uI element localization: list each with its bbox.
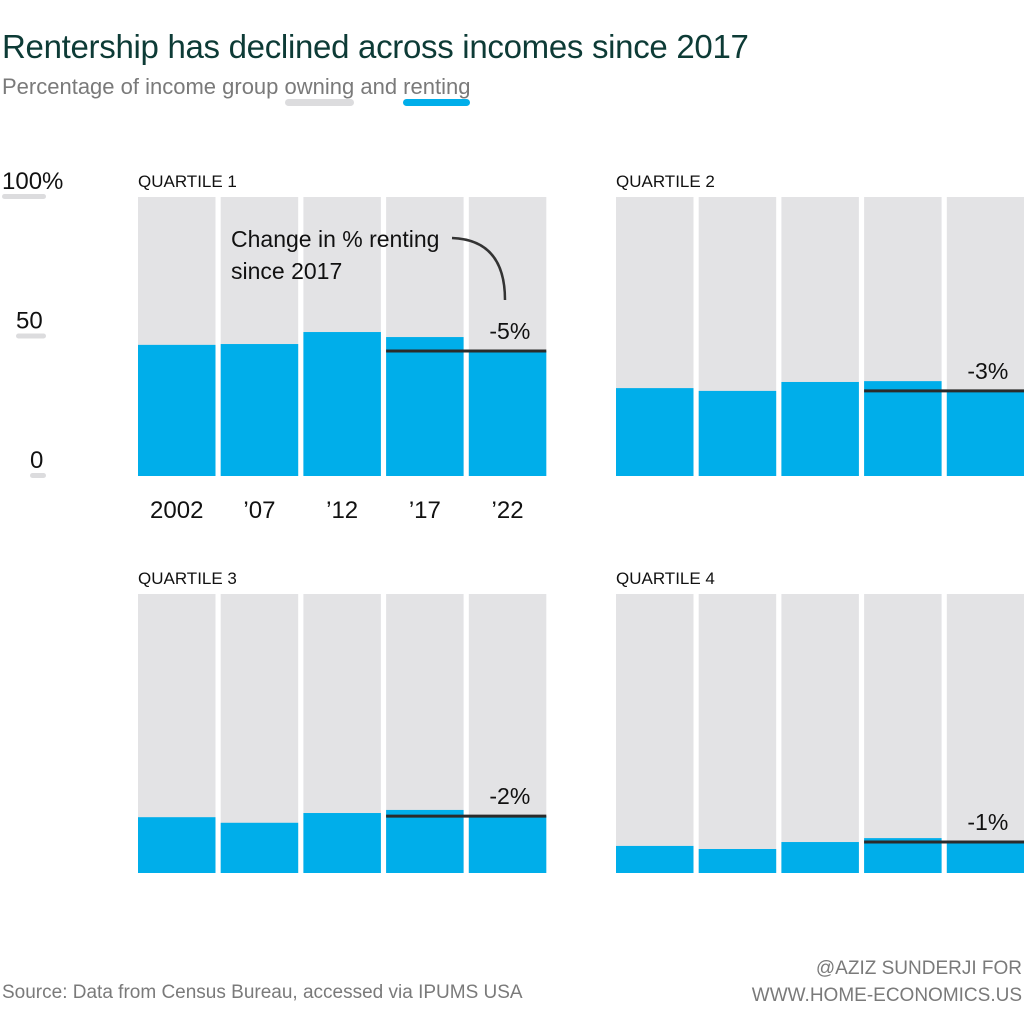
panel-title: QUARTILE 1 [138,172,237,191]
change-label: -5% [489,318,530,344]
bar-renting [616,388,694,476]
bar-renting [386,809,464,873]
legend-owning: owning [284,74,355,106]
x-tick-label: ’07 [243,497,275,524]
chart-title: Rentership has declined across incomes s… [2,28,749,65]
bar-renting [386,337,464,476]
y-tick-mark [16,333,46,339]
bar-owning [616,594,694,873]
bar-owning [864,594,942,873]
bar-renting [138,817,216,873]
y-tick-label: 0 [30,447,43,474]
subtitle-and: and [354,74,404,99]
credit-line-2: WWW.HOME-ECONOMICS.US [751,985,1022,1006]
bar-renting [864,381,942,476]
panel-title: QUARTILE 2 [616,172,715,191]
bar-renting [303,332,381,476]
panel-title: QUARTILE 3 [138,569,237,588]
bar-renting [616,845,694,873]
source-note: Source: Data from Census Bureau, accesse… [2,982,523,1003]
bar-renting [220,822,299,873]
bar-renting [946,842,1024,873]
bar-renting [138,344,216,476]
bar-renting [946,390,1024,476]
y-tick-label: 50 [16,308,43,335]
bar-owning [698,594,777,873]
credit: @AZIZ SUNDERJI FOR WWW.HOME-ECONOMICS.US [752,955,1022,1009]
change-label: -2% [489,783,530,809]
bar-renting [303,813,381,873]
annotation-line-1: Change in % renting [231,226,439,252]
bar-renting [468,816,547,873]
bar-renting [698,390,777,476]
bar-renting [864,838,942,873]
chart-subtitle: Percentage of income group owning and re… [2,74,471,106]
annotation-line-2: since 2017 [231,258,342,284]
annotation-arrow [451,236,507,301]
bar-renting [698,849,777,873]
bar-renting [468,351,547,476]
x-tick-label: ’22 [492,497,524,524]
x-tick-label: ’12 [326,497,358,524]
subtitle-prefix: Percentage of income group [2,74,285,99]
bar-renting [781,381,859,476]
x-tick-label: ’17 [409,497,441,524]
legend-renting: renting [403,74,471,106]
panel-title: QUARTILE 4 [616,569,715,588]
change-label: -3% [967,358,1008,384]
x-tick-label: 2002 [150,497,203,524]
bar-renting [220,344,299,476]
bar-renting [781,842,859,873]
y-tick-mark [2,194,46,199]
bar-owning [946,594,1024,873]
credit-line-1: @AZIZ SUNDERJI FOR [815,958,1022,979]
y-tick-mark [30,473,46,478]
change-label: -1% [967,809,1008,835]
bar-owning [781,594,859,873]
y-tick-label: 100% [2,168,63,195]
